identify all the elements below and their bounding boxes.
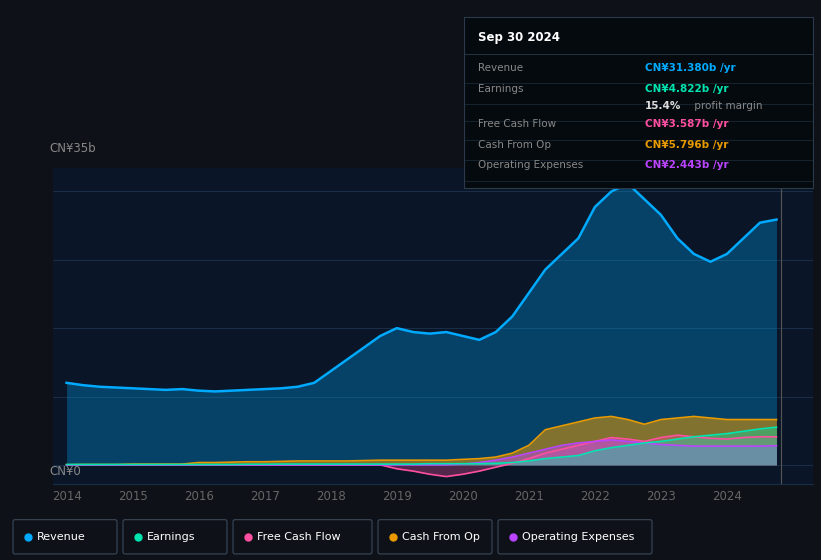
Text: profit margin: profit margin: [690, 101, 762, 111]
Text: Cash From Op: Cash From Op: [402, 532, 480, 542]
Text: CN¥35b: CN¥35b: [49, 142, 96, 155]
Text: CN¥31.380b /yr: CN¥31.380b /yr: [645, 63, 736, 73]
Text: CN¥5.796b /yr: CN¥5.796b /yr: [645, 140, 729, 150]
Text: Revenue: Revenue: [478, 63, 523, 73]
Text: Operating Expenses: Operating Expenses: [522, 532, 635, 542]
Text: CN¥3.587b /yr: CN¥3.587b /yr: [645, 119, 729, 129]
Text: CN¥2.443b /yr: CN¥2.443b /yr: [645, 160, 729, 170]
Text: CN¥4.822b /yr: CN¥4.822b /yr: [645, 83, 729, 94]
Text: Cash From Op: Cash From Op: [478, 140, 551, 150]
Text: Sep 30 2024: Sep 30 2024: [478, 31, 560, 44]
Text: CN¥0: CN¥0: [49, 465, 81, 478]
Text: Free Cash Flow: Free Cash Flow: [478, 119, 556, 129]
Text: Earnings: Earnings: [478, 83, 523, 94]
Text: Revenue: Revenue: [37, 532, 85, 542]
Text: Earnings: Earnings: [147, 532, 195, 542]
Text: 15.4%: 15.4%: [645, 101, 681, 111]
Text: Operating Expenses: Operating Expenses: [478, 160, 583, 170]
Text: Free Cash Flow: Free Cash Flow: [257, 532, 341, 542]
